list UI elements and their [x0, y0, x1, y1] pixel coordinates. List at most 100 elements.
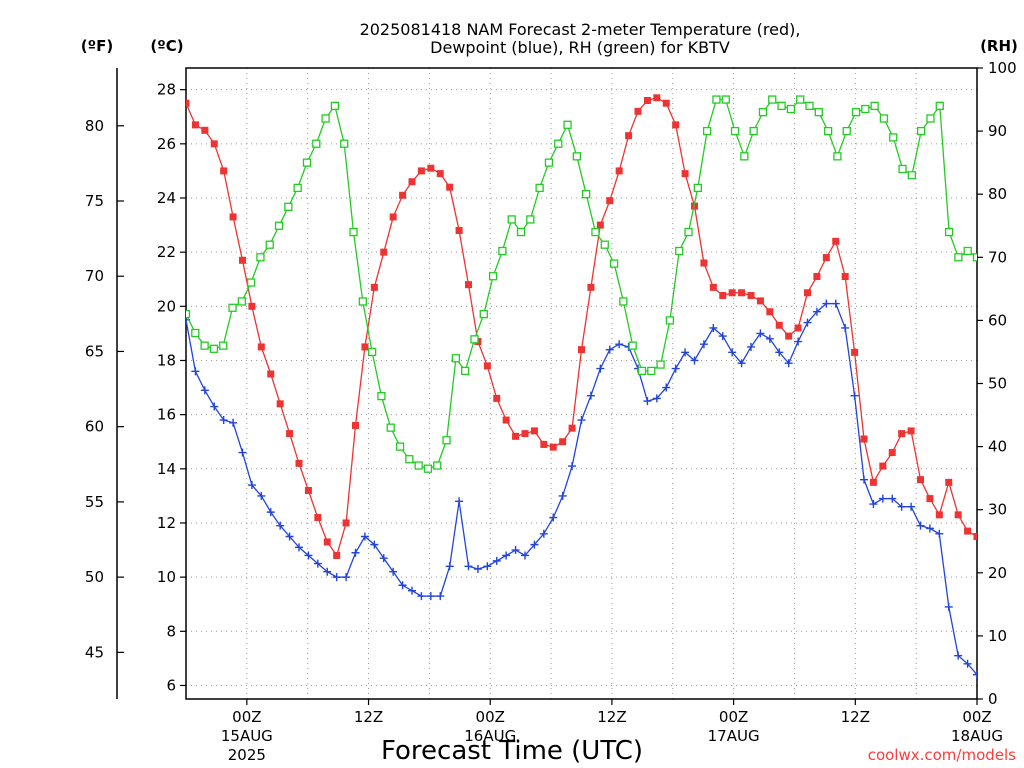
temperature-point	[964, 527, 972, 535]
dewpoint-point	[794, 337, 803, 346]
rh-point	[693, 183, 702, 193]
x-tick-label: 12Z	[597, 708, 626, 726]
dewpoint-point	[568, 462, 577, 471]
temperature-point	[512, 432, 520, 440]
temperature-point	[643, 96, 651, 104]
temperature-point	[926, 495, 934, 503]
celsius-tick-label: 28	[157, 81, 176, 99]
rh-point	[395, 442, 405, 451]
temperature-point	[229, 213, 237, 221]
temperature-point	[417, 167, 425, 175]
temperature-point	[785, 332, 793, 340]
temperature-point	[587, 283, 595, 291]
temperature-point	[898, 430, 906, 438]
temperature-point	[399, 191, 407, 199]
rh-point	[191, 328, 200, 338]
rh-point	[768, 95, 777, 104]
fahrenheit-tick-label: 60	[85, 418, 104, 436]
rh-point	[861, 104, 870, 114]
x-tick-label: 12Z	[841, 708, 870, 726]
rh-point	[572, 152, 581, 161]
rh-point	[451, 354, 461, 363]
temperature-point	[860, 435, 868, 443]
rh-point	[377, 391, 386, 401]
fahrenheit-unit-label: (ºF)	[81, 37, 113, 55]
temperature-point	[568, 424, 576, 432]
temperature-point	[352, 421, 359, 429]
rh-point	[609, 259, 619, 268]
x-tick-date-label: 15AUG	[221, 727, 273, 745]
celsius-tick-label: 14	[157, 460, 176, 478]
temperature-point	[220, 167, 228, 175]
dewpoint-point	[907, 502, 916, 511]
rh-point	[228, 303, 237, 312]
x-tick-label: 00Z	[232, 708, 261, 726]
dewpoint-point	[398, 581, 407, 590]
dewpoint-point	[530, 540, 539, 549]
rh-point	[284, 202, 293, 211]
rh-point	[507, 215, 516, 224]
rh-point	[917, 126, 926, 136]
dewpoint-point	[577, 416, 586, 425]
dewpoint-point	[681, 348, 690, 357]
temperature-point	[945, 478, 953, 486]
temperature-point	[389, 213, 397, 221]
temperature-point	[917, 476, 924, 484]
fahrenheit-tick-label: 70	[85, 267, 104, 285]
rh-point	[823, 126, 833, 136]
rh-point	[675, 246, 684, 256]
rh-point	[563, 120, 572, 129]
temperature-point	[832, 237, 840, 245]
dewpoint-point	[841, 323, 850, 332]
dewpoint-point	[803, 318, 812, 327]
dewpoint-point	[850, 391, 859, 400]
temperature-point	[822, 254, 830, 262]
dewpoint-point	[888, 494, 897, 503]
temperature-point	[549, 443, 557, 451]
dewpoint-point	[558, 491, 567, 500]
celsius-tick-label: 24	[157, 189, 176, 207]
dewpoint-point	[200, 386, 209, 395]
temperature-point	[314, 514, 322, 522]
dewpoint-point	[643, 397, 652, 406]
dewpoint-point	[822, 299, 831, 308]
dewpoint-point	[436, 592, 445, 601]
x-axis-title: Forecast Time (UTC)	[381, 736, 643, 766]
temperature-point	[888, 449, 896, 457]
temperature-point	[907, 427, 915, 435]
temperature-point	[869, 478, 877, 486]
rh-tick-label: 50	[988, 375, 1007, 393]
rh-tick-label: 20	[988, 564, 1007, 582]
temperature-point	[841, 273, 849, 281]
temperature-point	[559, 438, 567, 446]
dewpoint-point	[379, 554, 388, 563]
temperature-point	[276, 400, 284, 408]
dewpoint-point	[652, 394, 661, 403]
rh-point	[405, 455, 414, 464]
temperature-point	[709, 283, 717, 291]
dewpoint-point	[483, 562, 492, 571]
temperature-point	[662, 99, 670, 107]
dewpoint-point	[765, 334, 774, 343]
dewpoint-point	[332, 573, 341, 582]
dewpoint-point	[897, 502, 906, 511]
rh-point	[349, 227, 358, 237]
temperature-point	[465, 281, 472, 289]
rh-point	[600, 240, 609, 249]
temperature-point	[681, 170, 689, 178]
dewpoint-point	[285, 532, 294, 541]
rh-point	[702, 126, 712, 136]
dewpoint-point	[323, 567, 332, 576]
rh-tick-label: 90	[988, 122, 1007, 140]
rh-point	[330, 101, 340, 111]
temperature-point	[436, 170, 444, 178]
dewpoint-point	[878, 494, 887, 503]
dewpoint-point	[690, 356, 699, 365]
rh-point	[805, 101, 814, 111]
dewpoint-point	[455, 497, 464, 506]
rh-point	[386, 423, 395, 432]
x-tick-label: 00Z	[962, 708, 991, 726]
chart-title-line-2: Dewpoint (blue), RH (green) for KBTV	[430, 38, 730, 57]
